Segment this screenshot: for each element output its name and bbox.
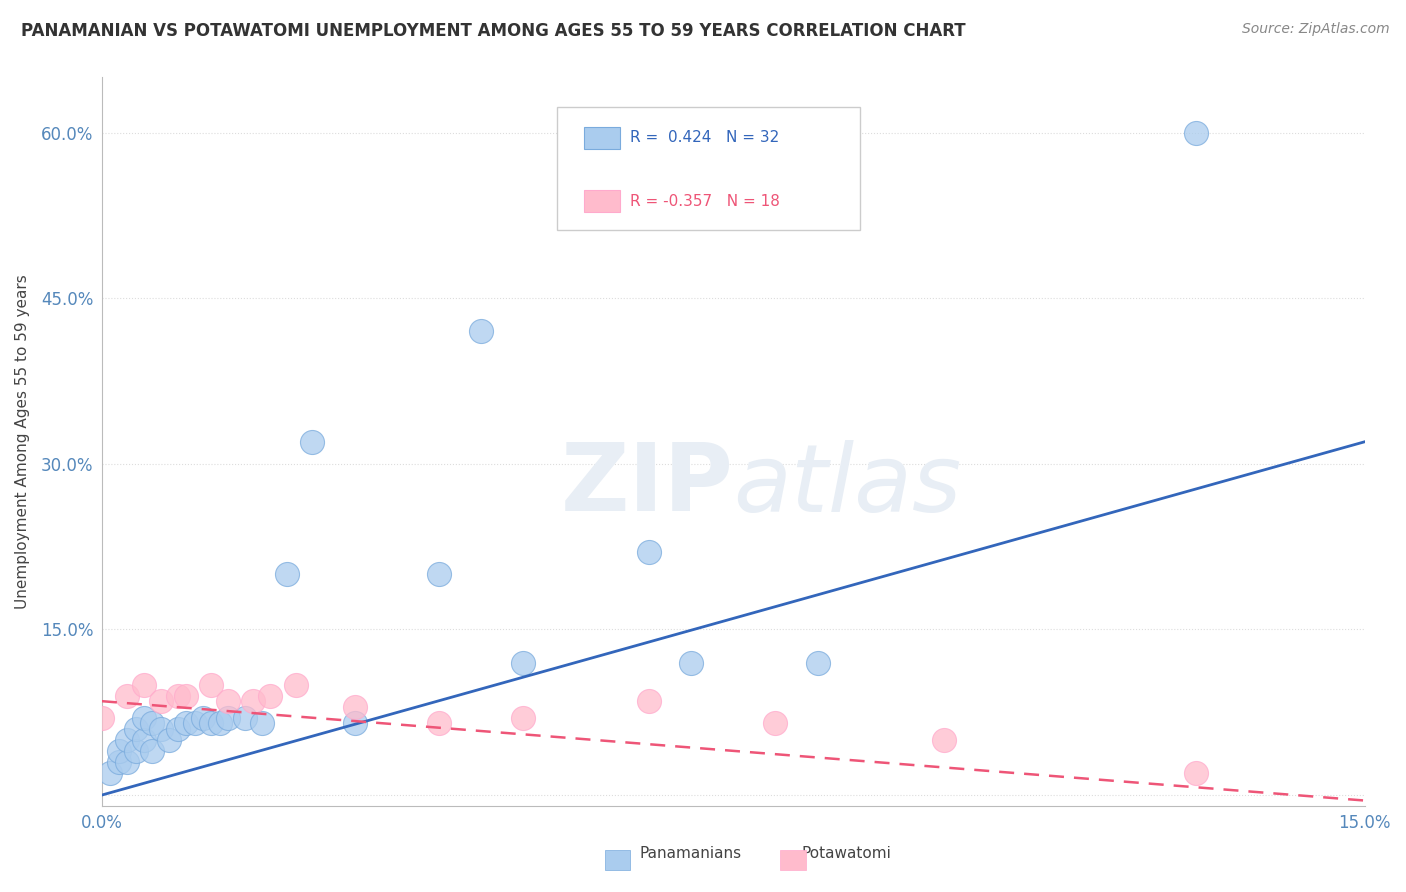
Point [166,689,188,703]
Point [250,716,273,731]
Point [132,732,155,747]
Point [242,694,264,708]
Point [115,732,138,747]
Point [301,434,323,449]
Point [157,732,180,747]
Point [183,716,205,731]
Text: R =  0.424   N = 32: R = 0.424 N = 32 [630,130,779,145]
Text: Source: ZipAtlas.com: Source: ZipAtlas.com [1241,22,1389,37]
Point [284,678,307,692]
Point [217,694,239,708]
Point [259,689,281,703]
Point [765,716,787,731]
Point [149,694,172,708]
Point [343,716,366,731]
Point [98,766,121,780]
Text: atlas: atlas [734,440,962,531]
Point [107,755,129,769]
Text: R = -0.357   N = 18: R = -0.357 N = 18 [630,194,780,209]
Point [427,567,450,582]
Point [932,732,955,747]
Point [191,711,214,725]
Bar [585,190,620,212]
Point [806,656,828,670]
Point [115,689,138,703]
Point [115,755,138,769]
Point [132,678,155,692]
Point [200,716,222,731]
Point [233,711,256,725]
Point [132,711,155,725]
Point [141,744,163,758]
FancyBboxPatch shape [557,106,859,230]
Point [174,689,197,703]
Point [166,722,188,736]
Text: PANAMANIAN VS POTAWATOMI UNEMPLOYMENT AMONG AGES 55 TO 59 YEARS CORRELATION CHAR: PANAMANIAN VS POTAWATOMI UNEMPLOYMENT AM… [21,22,966,40]
Point [1185,126,1208,140]
Point [343,699,366,714]
Point [681,656,703,670]
Point [512,711,534,725]
Point [638,545,661,559]
Point [217,711,239,725]
Bar [585,127,620,149]
Point [124,722,146,736]
Point [200,678,222,692]
Text: Potawatomi: Potawatomi [801,846,891,861]
Point [208,716,231,731]
Point [124,744,146,758]
Text: ZIP: ZIP [561,440,734,532]
Point [638,694,661,708]
Point [470,324,492,338]
Point [512,656,534,670]
Point [149,722,172,736]
Point [427,716,450,731]
Point [276,567,298,582]
Point [91,711,114,725]
Point [1185,766,1208,780]
Point [141,716,163,731]
Point [174,716,197,731]
Point [107,744,129,758]
Text: Panamanians: Panamanians [640,846,742,861]
Y-axis label: Unemployment Among Ages 55 to 59 years: Unemployment Among Ages 55 to 59 years [15,275,30,609]
